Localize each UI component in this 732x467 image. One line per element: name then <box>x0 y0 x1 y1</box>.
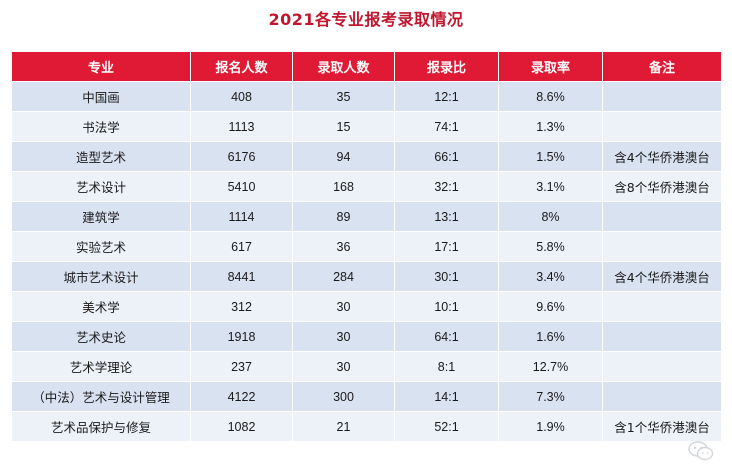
cell-rate: 5.8% <box>498 231 603 262</box>
cell-admitted: 94 <box>292 141 395 172</box>
table-row: 艺术史论 1918 30 64:1 1.6% <box>11 321 722 352</box>
cell-rate: 1.9% <box>498 411 603 442</box>
cell-applicants: 312 <box>190 291 293 322</box>
cell-ratio: 64:1 <box>394 321 499 352</box>
cell-applicants: 408 <box>190 81 293 112</box>
table-body: 中国画 408 35 12:1 8.6% 书法学 1113 15 74:1 1.3% 造型艺术 617… <box>11 81 722 442</box>
cell-notes <box>602 201 722 232</box>
cell-notes <box>602 231 722 262</box>
cell-ratio: 12:1 <box>394 81 499 112</box>
cell-ratio: 30:1 <box>394 261 499 292</box>
cell-major: 造型艺术 <box>11 141 191 172</box>
cell-rate: 8% <box>498 201 603 232</box>
cell-applicants: 8441 <box>190 261 293 292</box>
cell-major: 艺术设计 <box>11 171 191 202</box>
table-row: 中国画 408 35 12:1 8.6% <box>11 81 722 112</box>
cell-rate: 7.3% <box>498 381 603 412</box>
cell-applicants: 1113 <box>190 111 293 142</box>
cell-applicants: 1114 <box>190 201 293 232</box>
header-notes: 备注 <box>602 51 722 82</box>
cell-applicants: 617 <box>190 231 293 262</box>
cell-major: 城市艺术设计 <box>11 261 191 292</box>
table-row: 城市艺术设计 8441 284 30:1 3.4% 含4个华侨港澳台 <box>11 261 722 292</box>
header-ratio: 报录比 <box>394 51 499 82</box>
cell-ratio: 66:1 <box>394 141 499 172</box>
cell-admitted: 30 <box>292 291 395 322</box>
cell-rate: 3.4% <box>498 261 603 292</box>
cell-admitted: 89 <box>292 201 395 232</box>
cell-major: 艺术学理论 <box>11 351 191 382</box>
table-row: 实验艺术 617 36 17:1 5.8% <box>11 231 722 262</box>
header-applicants: 报名人数 <box>190 51 293 82</box>
wechat-logo-icon <box>688 441 714 461</box>
cell-admitted: 36 <box>292 231 395 262</box>
admissions-table: 专业 报名人数 录取人数 报录比 录取率 备注 中国画 408 35 12:1 8.6%… <box>11 51 722 442</box>
cell-rate: 1.3% <box>498 111 603 142</box>
cell-admitted: 35 <box>292 81 395 112</box>
header-major: 专业 <box>11 51 191 82</box>
cell-applicants: 1918 <box>190 321 293 352</box>
cell-notes <box>602 111 722 142</box>
cell-applicants: 5410 <box>190 171 293 202</box>
cell-ratio: 17:1 <box>394 231 499 262</box>
cell-major: （中法）艺术与设计管理 <box>11 381 191 412</box>
cell-ratio: 10:1 <box>394 291 499 322</box>
cell-admitted: 15 <box>292 111 395 142</box>
cell-admitted: 30 <box>292 351 395 382</box>
cell-admitted: 21 <box>292 411 395 442</box>
cell-admitted: 30 <box>292 321 395 352</box>
cell-major: 艺术史论 <box>11 321 191 352</box>
cell-major: 建筑学 <box>11 201 191 232</box>
table-row: 书法学 1113 15 74:1 1.3% <box>11 111 722 142</box>
cell-rate: 3.1% <box>498 171 603 202</box>
cell-major: 美术学 <box>11 291 191 322</box>
cell-ratio: 32:1 <box>394 171 499 202</box>
header-row: 专业 报名人数 录取人数 报录比 录取率 备注 <box>11 51 722 82</box>
table-row: 艺术设计 5410 168 32:1 3.1% 含8个华侨港澳台 <box>11 171 722 202</box>
table-header: 专业 报名人数 录取人数 报录比 录取率 备注 <box>11 51 722 82</box>
cell-ratio: 14:1 <box>394 381 499 412</box>
cell-ratio: 74:1 <box>394 111 499 142</box>
cell-rate: 9.6% <box>498 291 603 322</box>
cell-rate: 1.5% <box>498 141 603 172</box>
cell-admitted: 284 <box>292 261 395 292</box>
header-admitted: 录取人数 <box>292 51 395 82</box>
table-row: 美术学 312 30 10:1 9.6% <box>11 291 722 322</box>
cell-major: 艺术品保护与修复 <box>11 411 191 442</box>
cell-major: 书法学 <box>11 111 191 142</box>
cell-rate: 8.6% <box>498 81 603 112</box>
cell-ratio: 8:1 <box>394 351 499 382</box>
cell-ratio: 13:1 <box>394 201 499 232</box>
cell-rate: 1.6% <box>498 321 603 352</box>
table-row: （中法）艺术与设计管理 4122 300 14:1 7.3% <box>11 381 722 412</box>
table-row: 艺术品保护与修复 1082 21 52:1 1.9% 含1个华侨港澳台 <box>11 411 722 442</box>
cell-admitted: 168 <box>292 171 395 202</box>
cell-applicants: 1082 <box>190 411 293 442</box>
table-row: 建筑学 1114 89 13:1 8% <box>11 201 722 232</box>
cell-major: 实验艺术 <box>11 231 191 262</box>
cell-admitted: 300 <box>292 381 395 412</box>
cell-notes <box>602 81 722 112</box>
cell-rate: 12.7% <box>498 351 603 382</box>
table-row: 艺术学理论 237 30 8:1 12.7% <box>11 351 722 382</box>
cell-ratio: 52:1 <box>394 411 499 442</box>
cell-applicants: 4122 <box>190 381 293 412</box>
cell-notes <box>602 291 722 322</box>
cell-notes <box>602 321 722 352</box>
table-row: 造型艺术 6176 94 66:1 1.5% 含4个华侨港澳台 <box>11 141 722 172</box>
cell-applicants: 237 <box>190 351 293 382</box>
table-title: 2021各专业报考录取情况 <box>268 10 464 29</box>
cell-notes <box>602 351 722 382</box>
cell-major: 中国画 <box>11 81 191 112</box>
cell-notes: 含4个华侨港澳台 <box>602 261 722 292</box>
cell-notes: 含4个华侨港澳台 <box>602 141 722 172</box>
cell-notes: 含1个华侨港澳台 <box>602 411 722 442</box>
cell-applicants: 6176 <box>190 141 293 172</box>
cell-notes <box>602 381 722 412</box>
header-rate: 录取率 <box>498 51 603 82</box>
cell-notes: 含8个华侨港澳台 <box>602 171 722 202</box>
